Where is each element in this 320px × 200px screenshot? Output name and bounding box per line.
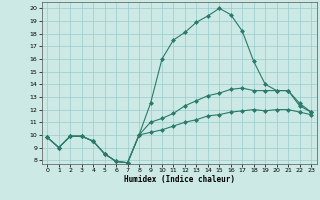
X-axis label: Humidex (Indice chaleur): Humidex (Indice chaleur) [124, 175, 235, 184]
